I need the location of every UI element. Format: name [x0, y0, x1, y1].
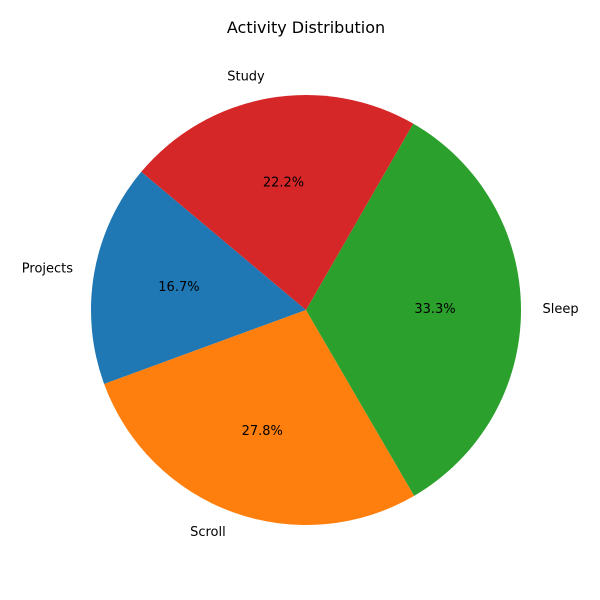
pie-percent-study: 22.2% [263, 175, 304, 190]
pie-label-projects: Projects [22, 262, 73, 277]
pie-labels: Projects 16.7% Scroll 27.8% Sleep 33.3% Study 2… [22, 70, 579, 540]
pie-percent-projects: 16.7% [158, 280, 199, 295]
chart-title: Activity Distribution [227, 18, 385, 37]
pie-slice-scroll [104, 310, 415, 526]
pie-percent-sleep: 33.3% [414, 302, 455, 317]
pie-slice-sleep [306, 123, 522, 496]
pie-label-sleep: Sleep [543, 302, 579, 317]
pie-percent-scroll: 27.8% [242, 424, 283, 439]
pie-slice-study [141, 94, 414, 311]
pie-label-study: Study [227, 70, 265, 85]
pie-label-scroll: Scroll [190, 525, 226, 540]
pie-slices [90, 94, 522, 526]
pie-slice-projects [90, 171, 306, 384]
